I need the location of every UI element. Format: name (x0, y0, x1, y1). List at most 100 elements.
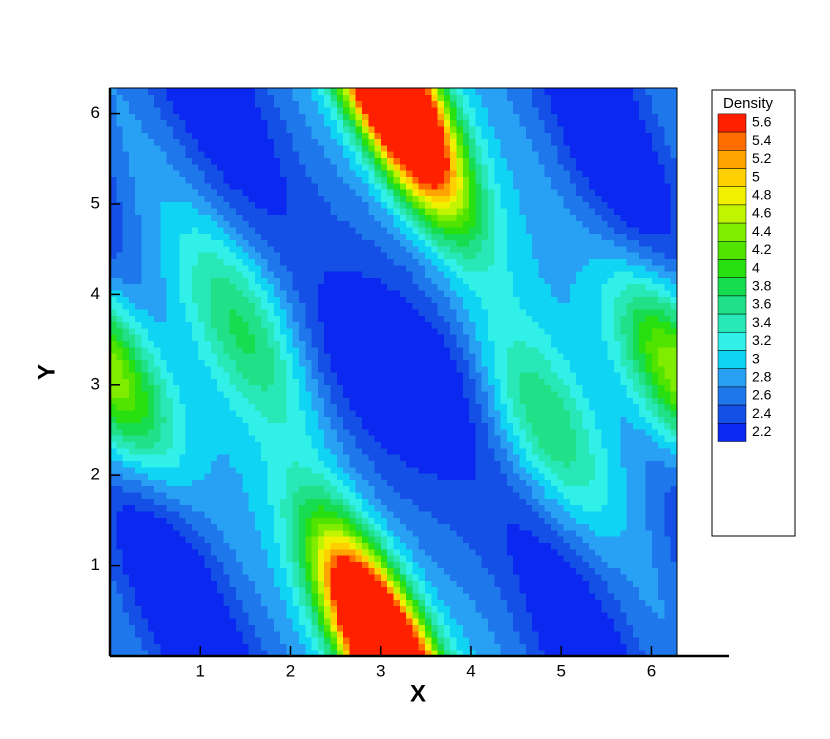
contour-cell (217, 119, 224, 127)
contour-cell (242, 327, 250, 335)
contour-cell (135, 258, 143, 266)
contour-cell (267, 599, 275, 607)
contour-cell (399, 302, 407, 310)
contour-cell (154, 523, 161, 531)
contour-cell (128, 611, 136, 619)
contour-cell (330, 207, 338, 215)
contour-cell (437, 340, 445, 348)
contour-cell (191, 271, 199, 278)
contour-cell (286, 138, 294, 146)
contour-cell (355, 163, 363, 171)
contour-cell (191, 605, 199, 613)
contour-cell (418, 510, 426, 518)
contour-cell (387, 132, 395, 140)
contour-cell (217, 163, 224, 171)
contour-cell (355, 315, 363, 323)
contour-cell (261, 498, 269, 506)
contour-cell (362, 510, 369, 518)
contour-cell (248, 523, 256, 531)
contour-cell (185, 599, 193, 607)
contour-cell (179, 435, 187, 443)
contour-cell (336, 283, 344, 291)
contour-cell (173, 252, 180, 259)
contour-cell (236, 151, 243, 159)
contour-cell (198, 144, 206, 152)
contour-cell (450, 536, 458, 543)
contour-cell (292, 258, 300, 266)
contour-cell (236, 88, 243, 95)
contour-cell (198, 466, 206, 474)
contour-cell (349, 283, 357, 291)
contour-cell (324, 592, 332, 600)
contour-cell (330, 599, 338, 607)
contour-cell (406, 365, 413, 373)
contour-cell (362, 94, 369, 102)
contour-cell (393, 201, 401, 209)
contour-cell (418, 157, 426, 165)
contour-cell (406, 359, 413, 367)
contour-cell (299, 498, 306, 506)
contour-cell (425, 151, 432, 159)
contour-cell (141, 195, 149, 203)
contour-cell (141, 435, 149, 443)
contour-cell (299, 510, 306, 518)
contour-cell (154, 611, 161, 619)
contour-cell (254, 233, 262, 241)
contour-cell (299, 125, 306, 133)
contour-cell (154, 144, 161, 152)
contour-cell (399, 472, 407, 480)
contour-cell (185, 542, 193, 550)
contour-cell (122, 106, 130, 114)
contour-cell (242, 637, 250, 644)
contour-cell (299, 504, 306, 512)
contour-cell (425, 157, 432, 165)
contour-cell (217, 214, 224, 222)
contour-cell (450, 605, 458, 613)
contour-cell (292, 517, 300, 525)
contour-cell (343, 561, 350, 569)
contour-cell (254, 441, 262, 449)
contour-cell (330, 277, 338, 285)
contour-cell (349, 119, 357, 127)
contour-cell (343, 258, 350, 266)
contour-cell (248, 119, 256, 127)
contour-cell (173, 226, 180, 234)
contour-cell (242, 119, 250, 127)
contour-cell (217, 100, 224, 108)
contour-cell (286, 637, 294, 644)
contour-cell (412, 447, 420, 455)
contour-cell (116, 479, 124, 487)
contour-cell (110, 605, 117, 613)
contour-cell (122, 163, 130, 171)
contour-cell (450, 182, 458, 190)
contour-cell (336, 233, 344, 241)
contour-cell (387, 611, 395, 619)
contour-cell (412, 466, 420, 474)
contour-cell (116, 630, 124, 638)
contour-cell (399, 384, 407, 392)
contour-cell (450, 308, 458, 316)
contour-cell (387, 529, 395, 537)
contour-cell (317, 491, 325, 499)
contour-cell (324, 428, 332, 436)
contour-cell (128, 422, 136, 430)
contour-cell (122, 555, 130, 562)
contour-cell (248, 611, 256, 619)
contour-cell (191, 472, 199, 480)
contour-cell (387, 245, 395, 253)
contour-cell (406, 624, 413, 632)
contour-cell (147, 214, 155, 222)
contour-cell (412, 302, 420, 310)
contour-cell (330, 239, 338, 247)
contour-cell (236, 283, 243, 291)
contour-cell (154, 637, 161, 644)
contour-cell (343, 182, 350, 190)
contour-cell (223, 207, 231, 215)
contour-cell (324, 201, 332, 209)
contour-cell (267, 188, 275, 196)
contour-cell (425, 409, 432, 417)
contour-cell (399, 88, 407, 95)
contour-cell (236, 264, 243, 272)
contour-cell (450, 485, 458, 493)
contour-cell (236, 214, 243, 222)
